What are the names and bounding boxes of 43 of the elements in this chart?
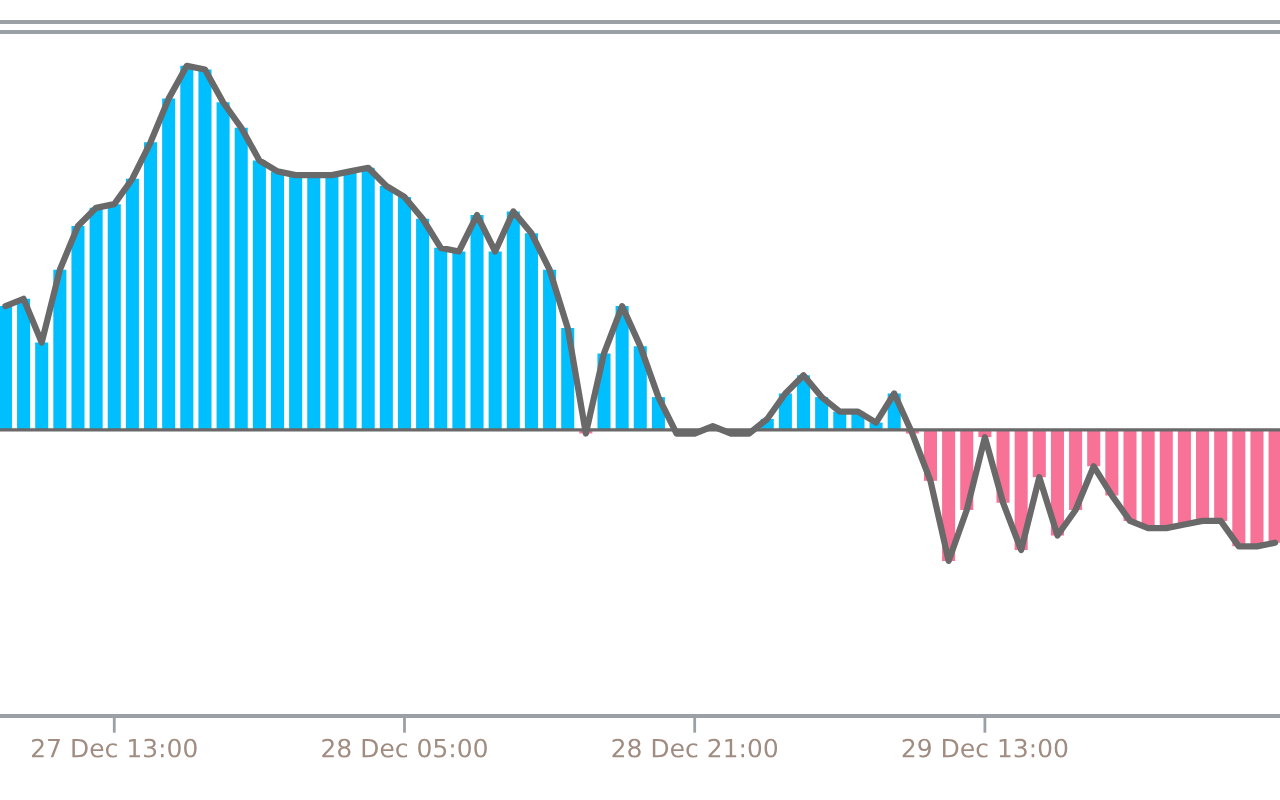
bar: [325, 175, 339, 430]
bar: [307, 175, 321, 430]
bar: [434, 247, 448, 430]
bar: [252, 160, 266, 430]
x-tick-label: 28 Dec 05:00: [322, 738, 487, 758]
bar: [543, 269, 557, 430]
bar: [397, 196, 412, 430]
x-tick-label: 27 Dec 13:00: [32, 738, 197, 758]
bar: [524, 233, 538, 430]
bar: [452, 251, 466, 430]
bar: [1177, 429, 1191, 525]
bar: [198, 69, 212, 430]
bar: [125, 178, 139, 430]
bar: [216, 102, 230, 430]
bar: [1123, 429, 1137, 521]
x-tick-label: 29 Dec 13:00: [902, 738, 1068, 758]
bar: [53, 269, 67, 430]
bar: [71, 226, 85, 430]
bar: [1232, 429, 1246, 547]
bar: [416, 218, 430, 430]
bar: [289, 175, 303, 430]
bar: [162, 98, 176, 430]
bar: [107, 204, 121, 430]
bar: [180, 65, 194, 430]
bar: [488, 251, 502, 430]
bar: [470, 215, 484, 430]
bar: [1032, 429, 1046, 478]
bar: [506, 211, 520, 430]
bar: [343, 171, 357, 430]
bar: [1196, 429, 1210, 521]
bar: [17, 298, 31, 430]
bar: [144, 142, 158, 430]
bar: [1214, 429, 1228, 521]
x-tick-label: 28 Dec 21:00: [612, 738, 778, 758]
bar: [361, 167, 375, 430]
bar: [270, 171, 285, 430]
bar: [35, 342, 49, 430]
bar: [234, 127, 248, 430]
bar: [379, 185, 393, 430]
bar: [1268, 429, 1280, 543]
bar: [89, 207, 103, 430]
bar: [0, 306, 12, 430]
bar: [1087, 429, 1101, 467]
